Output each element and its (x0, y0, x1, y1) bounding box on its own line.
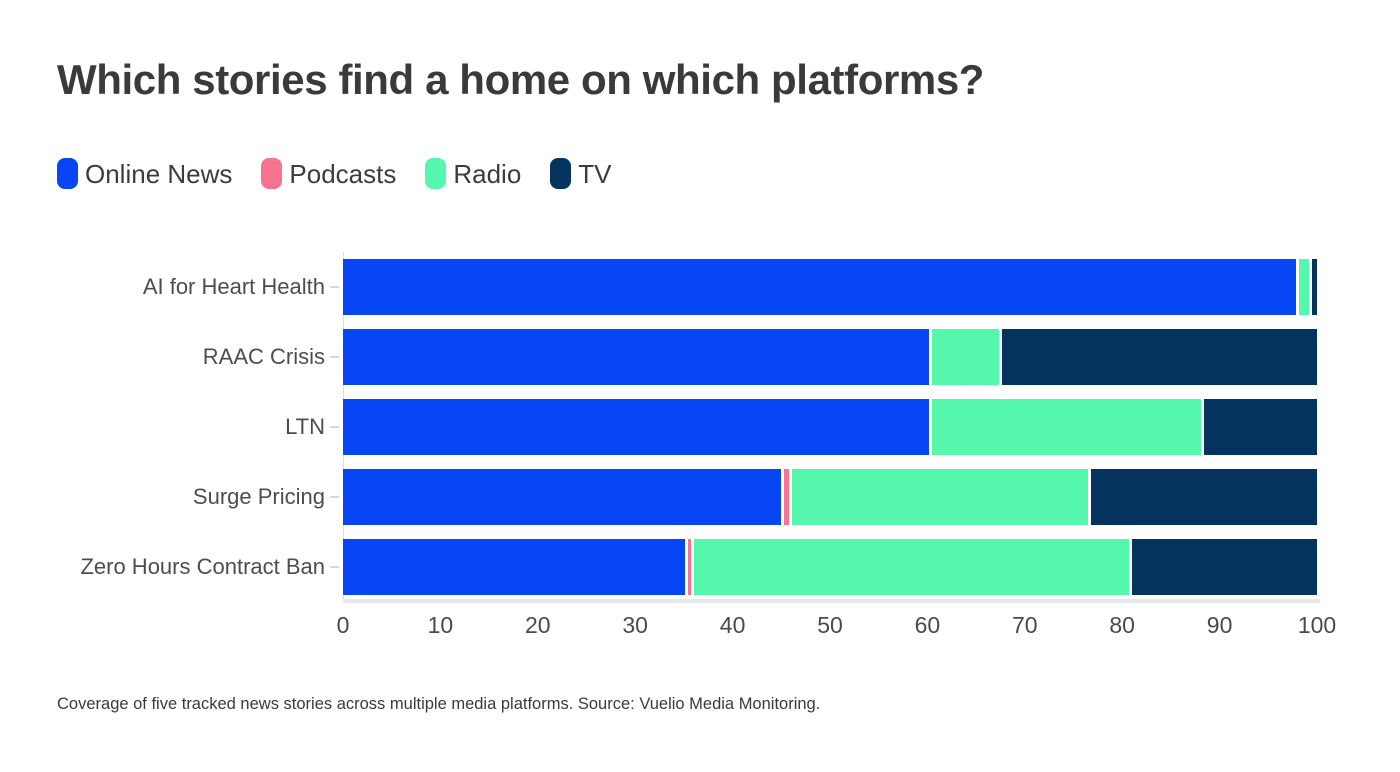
bar-row-surge-pricing: Surge Pricing (0, 469, 1317, 525)
legend-label: Radio (453, 158, 522, 189)
x-tick-label: 50 (817, 612, 843, 638)
x-tick-label: 30 (622, 612, 648, 638)
y-tick-mark (325, 539, 343, 595)
y-tick-mark (325, 399, 343, 455)
stacked-bar (343, 399, 1317, 455)
x-tick-label: 40 (719, 612, 746, 638)
stacked-bar (343, 259, 1317, 315)
bar-segment-radio (694, 539, 1129, 595)
stacked-bar (343, 329, 1317, 385)
bar-row-zero-hours-contract-ban: Zero Hours Contract Ban (0, 539, 1317, 595)
x-axis: 0 10 20 30 40 50 60 70 80 90 100 (0, 612, 1400, 642)
bar-segment-tv (1002, 329, 1317, 385)
y-tick-dash (329, 496, 339, 498)
y-tick-dash (329, 566, 339, 568)
legend-swatch-radio (425, 158, 447, 189)
bar-segment-online-news (343, 469, 782, 525)
x-tick-label: 100 (1297, 612, 1337, 638)
stacked-bar (343, 469, 1317, 525)
y-axis-label: Surge Pricing (192, 483, 325, 509)
bar-segment-tv (1131, 539, 1317, 595)
legend-label: Online News (85, 158, 233, 189)
x-tick-label: 60 (914, 612, 941, 638)
bar-segment-podcasts (784, 469, 789, 525)
legend-item-podcasts: Podcasts (261, 158, 396, 189)
x-axis-line (343, 599, 1320, 603)
bar-row-ai-for-heart-health: AI for Heart Health (0, 259, 1317, 315)
bar-segment-tv (1091, 469, 1317, 525)
y-axis-label: RAAC Crisis (202, 343, 325, 369)
y-tick-dash (329, 356, 339, 358)
legend-item-tv: TV (550, 158, 612, 189)
bar-segment-radio (791, 469, 1089, 525)
bar-segment-podcasts (687, 539, 692, 595)
y-tick-mark (325, 259, 343, 315)
x-tick-label: 80 (1109, 612, 1135, 638)
x-tick-label: 10 (427, 612, 454, 638)
y-tick-dash (329, 286, 339, 288)
y-axis-label: Zero Hours Contract Ban (80, 553, 325, 579)
stacked-bar (343, 539, 1317, 595)
x-tick-label: 70 (1012, 612, 1038, 638)
chart-title: Which stories find a home on which platf… (57, 56, 985, 103)
legend-item-online-news: Online News (57, 158, 232, 189)
bar-segment-tv (1203, 399, 1317, 455)
bar-row-ltn: LTN (0, 399, 1317, 455)
y-tick-mark (325, 469, 343, 525)
bar-row-raac-crisis: RAAC Crisis (0, 329, 1317, 385)
legend-label: TV (578, 158, 612, 189)
y-tick-mark (325, 329, 343, 385)
x-tick-label: 0 (336, 612, 350, 638)
bar-segment-radio (931, 399, 1201, 455)
legend-swatch-podcasts (261, 158, 283, 189)
plot-area: AI for Heart Health RAAC Crisis LTN Surge P… (0, 259, 1317, 609)
legend-swatch-online-news (57, 158, 78, 189)
x-tick-label: 90 (1206, 612, 1233, 638)
legend-swatch-tv (550, 158, 572, 189)
legend-label: Podcasts (289, 158, 397, 189)
bar-segment-online-news (343, 539, 685, 595)
y-tick-dash (329, 426, 339, 428)
bar-segment-online-news (343, 399, 929, 455)
y-axis-label: LTN (285, 413, 325, 439)
bar-segment-radio (931, 329, 1000, 385)
chart-caption: Coverage of five tracked news stories ac… (57, 695, 821, 713)
bar-segment-online-news (343, 259, 1296, 315)
bar-segment-online-news (343, 329, 929, 385)
legend: Online News Podcasts Radio TV (57, 158, 612, 189)
bar-segment-radio (1298, 259, 1310, 315)
x-tick-label: 20 (525, 612, 551, 638)
y-axis-label: AI for Heart Health (142, 273, 325, 299)
bar-segment-tv (1312, 259, 1317, 315)
legend-item-radio: Radio (425, 158, 521, 189)
